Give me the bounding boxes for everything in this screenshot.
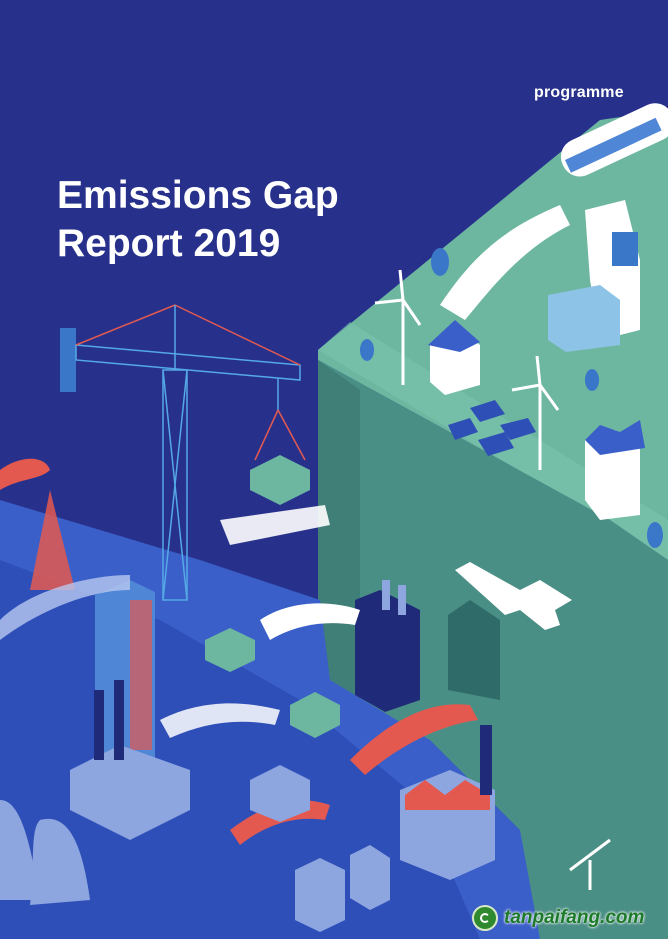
arrow-decal bbox=[455, 562, 572, 630]
leaf-circle-icon bbox=[472, 905, 498, 931]
title-line-2: Report 2019 bbox=[57, 222, 281, 265]
title-line-1: Emissions Gap bbox=[57, 174, 339, 217]
watermark-text: tanpaifang.com bbox=[504, 907, 645, 928]
red-smoke bbox=[0, 458, 50, 490]
lattice-tower bbox=[30, 490, 75, 590]
watermark: tanpaifang.com bbox=[472, 904, 644, 932]
oil-pump bbox=[569, 838, 611, 890]
green-plateau bbox=[318, 110, 668, 560]
crane bbox=[60, 304, 306, 601]
cooling-tower bbox=[0, 800, 90, 905]
train bbox=[560, 103, 668, 177]
white-smoke bbox=[0, 575, 130, 640]
factory bbox=[70, 580, 495, 932]
wind-turbine bbox=[374, 269, 560, 470]
report-title: Emissions Gap Report 2019 bbox=[57, 172, 339, 268]
org-label: programme bbox=[534, 84, 624, 101]
puzzle-piece bbox=[250, 455, 310, 505]
plateau-buildings bbox=[428, 200, 645, 520]
